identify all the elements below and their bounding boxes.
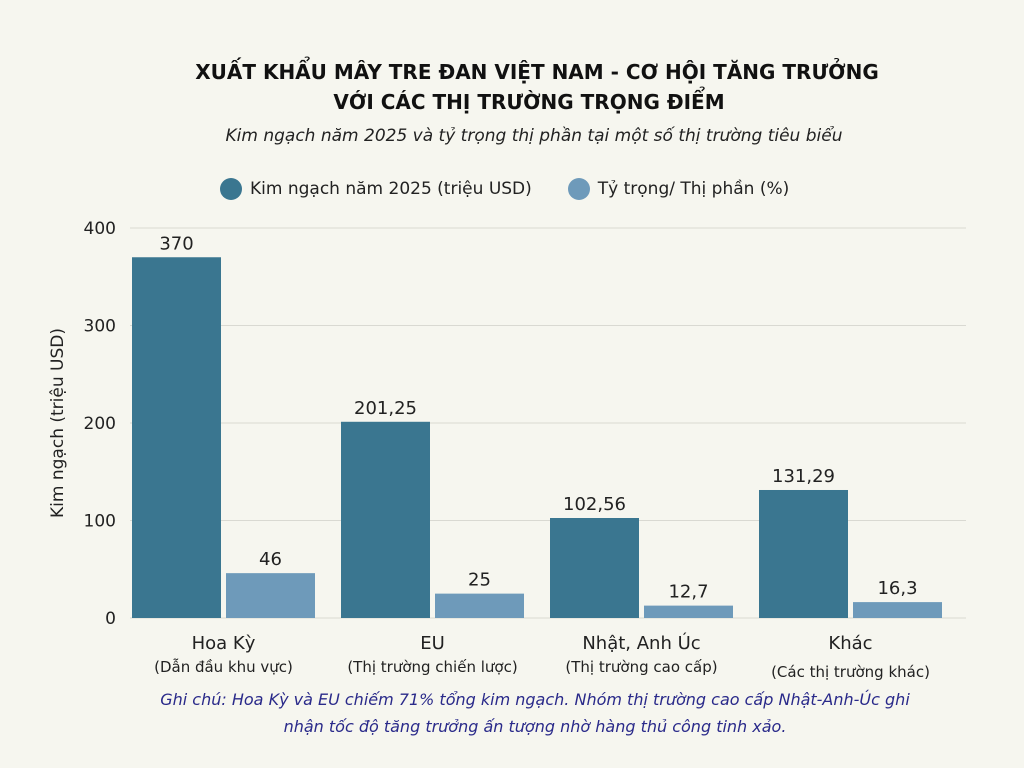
chart-title-line2: VỚI CÁC THỊ TRƯỜNG TRỌNG ĐIỂM — [333, 90, 725, 114]
data-label: 46 — [259, 549, 282, 570]
data-label: 16,3 — [877, 578, 917, 599]
y-axis-ticks: 0 100 200 300 400 — [84, 219, 116, 629]
chart-title-line1: XUẤT KHẨU MÂY TRE ĐAN VIỆT NAM - CƠ HỘI … — [195, 60, 879, 84]
bar — [853, 602, 942, 618]
x-axis-categories: Hoa Kỳ (Dẫn đầu khu vực) EU (Thị trường chi… — [154, 632, 930, 681]
legend-item-market-share: Tỷ trọng/ Thị phần (%) — [567, 178, 790, 200]
data-label: 25 — [468, 570, 491, 591]
footnote-line1: Ghi chú: Hoa Kỳ và EU chiếm 71% tổng kim… — [160, 690, 910, 709]
legend-item-export-value: Kim ngạch năm 2025 (triệu USD) — [220, 178, 532, 200]
x-category-sublabel: (Dẫn đầu khu vực) — [154, 658, 293, 676]
chart-subtitle: Kim ngạch năm 2025 và tỷ trọng thị phần … — [225, 126, 843, 146]
x-category-label: Khác — [828, 633, 872, 654]
bar — [226, 573, 315, 618]
footnote-line2: nhận tốc độ tăng trưởng ấn tượng nhờ hàn… — [283, 717, 787, 736]
y-tick-label: 300 — [84, 317, 116, 337]
data-label: 102,56 — [563, 494, 626, 515]
x-category-label: EU — [420, 633, 445, 654]
x-category-sublabel: (Thị trường chiến lược) — [347, 658, 517, 676]
legend-label-export-value: Kim ngạch năm 2025 (triệu USD) — [250, 179, 532, 199]
bars: 370 46 201,25 25 102,56 12,7 131,29 16,3 — [132, 233, 942, 618]
y-tick-label: 0 — [105, 609, 116, 629]
legend: Kim ngạch năm 2025 (triệu USD) Tỷ trọng/… — [220, 174, 825, 204]
legend-swatch-export-value — [220, 178, 242, 200]
x-category-label: Nhật, Anh Úc — [582, 632, 700, 654]
x-category-label: Hoa Kỳ — [192, 633, 256, 654]
x-category-sublabel: (Các thị trường khác) — [771, 663, 930, 681]
x-category-sublabel: (Thị trường cao cấp) — [565, 658, 717, 676]
bar — [550, 518, 639, 618]
y-axis-label: Kim ngạch (triệu USD) — [48, 328, 68, 518]
legend-label-market-share: Tỷ trọng/ Thị phần (%) — [597, 179, 790, 199]
footnote: Ghi chú: Hoa Kỳ và EU chiếm 71% tổng kim… — [100, 686, 970, 740]
bar — [644, 605, 733, 618]
y-tick-label: 100 — [84, 512, 116, 532]
bar — [132, 257, 221, 618]
data-label: 131,29 — [772, 466, 835, 487]
data-label: 370 — [159, 233, 193, 254]
bar — [759, 489, 848, 618]
y-tick-label: 200 — [84, 414, 116, 434]
legend-swatch-market-share — [567, 178, 590, 200]
data-label: 12,7 — [668, 582, 708, 603]
bar — [435, 593, 524, 618]
y-tick-label: 400 — [84, 219, 116, 239]
bar — [341, 421, 430, 618]
data-label: 201,25 — [354, 398, 417, 419]
